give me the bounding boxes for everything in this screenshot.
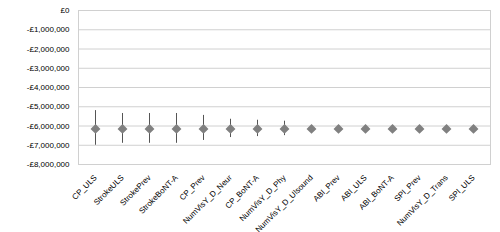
svg-text:-£7,000,000: -£7,000,000 <box>27 141 70 150</box>
svg-text:StrokeBoNT-A: StrokeBoNT-A <box>137 173 180 216</box>
svg-text:£0: £0 <box>61 6 70 15</box>
svg-text:CP_BoNT-A: CP_BoNT-A <box>223 173 261 211</box>
svg-text:ABI_ULS: ABI_ULS <box>339 173 369 203</box>
svg-text:ABI_BoNT-A: ABI_BoNT-A <box>357 173 396 212</box>
svg-text:NumVisY_D_Trans: NumVisY_D_Trans <box>395 173 449 227</box>
svg-text:ABI_Prev: ABI_Prev <box>311 173 341 203</box>
svg-text:CP_ULS: CP_ULS <box>70 173 99 202</box>
svg-text:StrokeULS: StrokeULS <box>92 173 126 207</box>
svg-text:SPI_ULS: SPI_ULS <box>447 173 477 203</box>
svg-text:-£1,000,000: -£1,000,000 <box>27 25 70 34</box>
svg-text:-£6,000,000: -£6,000,000 <box>27 122 70 131</box>
svg-text:NumVisY_D_Ulsound: NumVisY_D_Ulsound <box>254 173 315 232</box>
svg-text:CP_Prev: CP_Prev <box>177 173 207 203</box>
svg-text:-£4,000,000: -£4,000,000 <box>27 83 70 92</box>
svg-text:-£8,000,000: -£8,000,000 <box>27 160 70 169</box>
svg-text:-£3,000,000: -£3,000,000 <box>27 64 70 73</box>
svg-text:-£5,000,000: -£5,000,000 <box>27 102 70 111</box>
svg-text:-£2,000,000: -£2,000,000 <box>27 45 70 54</box>
svg-text:NumVisY_D_Phy: NumVisY_D_Phy <box>238 173 288 223</box>
svg-text:StrokePrev: StrokePrev <box>118 173 153 208</box>
svg-text:NumVisY_D_Neur: NumVisY_D_Neur <box>181 173 234 226</box>
svg-text:SPI_Prev: SPI_Prev <box>392 173 423 204</box>
